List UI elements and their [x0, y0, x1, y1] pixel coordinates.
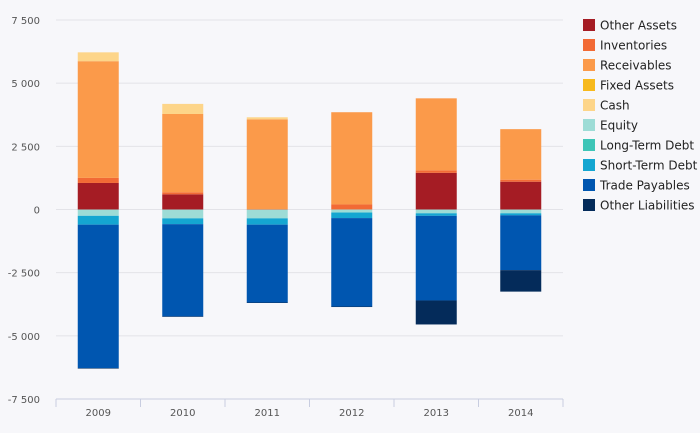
legend-swatch [583, 19, 595, 31]
x-axis: 2009 2010 2011 2012 2013 2014 [55, 398, 564, 419]
bar-other-liabilities-2011[interactable] [246, 302, 288, 303]
y-tick-label: 0 [34, 206, 40, 217]
y-axis-tick-labels: 7 500 5 000 2 500 0 -2 500 -5 000 -7 500 [8, 16, 40, 406]
legend-swatch [583, 179, 595, 191]
legend-swatch [583, 99, 595, 111]
gridlines [56, 19, 563, 337]
legend-label: Long-Term Debt [600, 139, 694, 153]
legend-item-fixed-assets[interactable]: Fixed Assets [583, 79, 674, 93]
legend-swatch [583, 59, 595, 71]
legend-swatch [583, 39, 595, 51]
bar-equity-2012[interactable] [331, 209, 373, 213]
legend-swatch [583, 79, 595, 91]
legend-item-receivables[interactable]: Receivables [583, 59, 672, 73]
bar-trade-payables-2013[interactable] [415, 215, 457, 301]
legend-item-cash[interactable]: Cash [583, 99, 630, 113]
bar-equity-2010[interactable] [162, 209, 204, 219]
y-tick-label: 2 500 [11, 142, 40, 153]
y-tick-label: 5 000 [11, 79, 40, 90]
bar-other-liabilities-2009[interactable] [77, 368, 119, 369]
bar-inventories-2011[interactable] [246, 208, 288, 210]
x-tick-label: 2011 [255, 408, 280, 419]
bar-other-liabilities-2010[interactable] [162, 316, 204, 317]
bar-other-liabilities-2013[interactable] [415, 300, 457, 325]
bar-equity-2013[interactable] [415, 209, 457, 214]
bar-inventories-2010[interactable] [162, 192, 204, 195]
x-tick-label: 2010 [170, 408, 195, 419]
bar-short-term-debt-2010[interactable] [162, 218, 204, 225]
legend-item-short-term-debt[interactable]: Short-Term Debt [583, 159, 698, 173]
bar-receivables-2014[interactable] [500, 129, 542, 180]
legend-label: Fixed Assets [600, 79, 674, 93]
legend-item-other-assets[interactable]: Other Assets [583, 19, 677, 33]
bar-other-liabilities-2014[interactable] [500, 270, 542, 292]
bar-trade-payables-2011[interactable] [246, 224, 288, 303]
legend-swatch [583, 139, 595, 151]
bar-short-term-debt-2014[interactable] [500, 213, 542, 216]
x-tick-label: 2012 [339, 408, 364, 419]
legend-label: Equity [600, 119, 638, 133]
bar-inventories-2013[interactable] [415, 170, 457, 173]
bar-other-assets-2009[interactable] [77, 182, 119, 210]
x-tick-label: 2009 [86, 408, 111, 419]
bar-receivables-2009[interactable] [77, 61, 119, 178]
bar-equity-2009[interactable] [77, 209, 119, 216]
bar-equity-2014[interactable] [500, 209, 542, 214]
legend-label: Receivables [600, 59, 672, 73]
legend-swatch [583, 199, 595, 211]
bar-trade-payables-2012[interactable] [331, 218, 373, 307]
x-tick-label: 2014 [508, 408, 533, 419]
bar-trade-payables-2009[interactable] [77, 224, 119, 369]
x-tick-label: 2013 [424, 408, 449, 419]
y-tick-label: 7 500 [11, 16, 40, 27]
y-tick-label: -5 000 [8, 332, 40, 343]
legend-label: Cash [600, 99, 630, 113]
bar-equity-2011[interactable] [246, 209, 288, 219]
bar-trade-payables-2014[interactable] [500, 215, 542, 271]
bar-other-assets-2010[interactable] [162, 194, 204, 210]
bar-receivables-2012[interactable] [331, 112, 373, 205]
bar-receivables-2010[interactable] [162, 113, 204, 193]
legend-label: Other Assets [600, 19, 677, 33]
legend-item-other-liabilities[interactable]: Other Liabilities [583, 199, 695, 213]
bar-other-assets-2014[interactable] [500, 181, 542, 210]
bar-cash-2009[interactable] [77, 52, 119, 62]
legend-swatch [583, 159, 595, 171]
legend-item-equity[interactable]: Equity [583, 119, 638, 133]
bars [77, 52, 542, 369]
bar-cash-2010[interactable] [162, 103, 204, 114]
bar-trade-payables-2010[interactable] [162, 224, 204, 317]
bar-inventories-2012[interactable] [331, 204, 373, 210]
legend-label: Other Liabilities [600, 199, 695, 213]
bar-receivables-2011[interactable] [246, 119, 288, 209]
bar-short-term-debt-2009[interactable] [77, 215, 119, 225]
legend-label: Trade Payables [599, 179, 690, 193]
bar-short-term-debt-2012[interactable] [331, 212, 373, 219]
legend: Other Assets Inventories Receivables Fixed … [583, 19, 698, 213]
bar-other-assets-2013[interactable] [415, 172, 457, 210]
bar-short-term-debt-2013[interactable] [415, 213, 457, 216]
bar-other-liabilities-2012[interactable] [331, 306, 373, 308]
bar-inventories-2009[interactable] [77, 177, 119, 183]
legend-label: Inventories [600, 39, 667, 53]
legend-item-inventories[interactable]: Inventories [583, 39, 667, 53]
legend-label: Short-Term Debt [600, 159, 698, 173]
legend-item-trade-payables[interactable]: Trade Payables [583, 179, 690, 193]
bar-cash-2011[interactable] [246, 117, 288, 120]
legend-item-long-term-debt[interactable]: Long-Term Debt [583, 139, 694, 153]
bar-inventories-2014[interactable] [500, 179, 542, 182]
y-tick-label: -2 500 [8, 269, 40, 280]
bar-short-term-debt-2011[interactable] [246, 218, 288, 225]
bar-receivables-2013[interactable] [415, 98, 457, 171]
legend-swatch [583, 119, 595, 131]
y-tick-label: -7 500 [8, 395, 40, 406]
